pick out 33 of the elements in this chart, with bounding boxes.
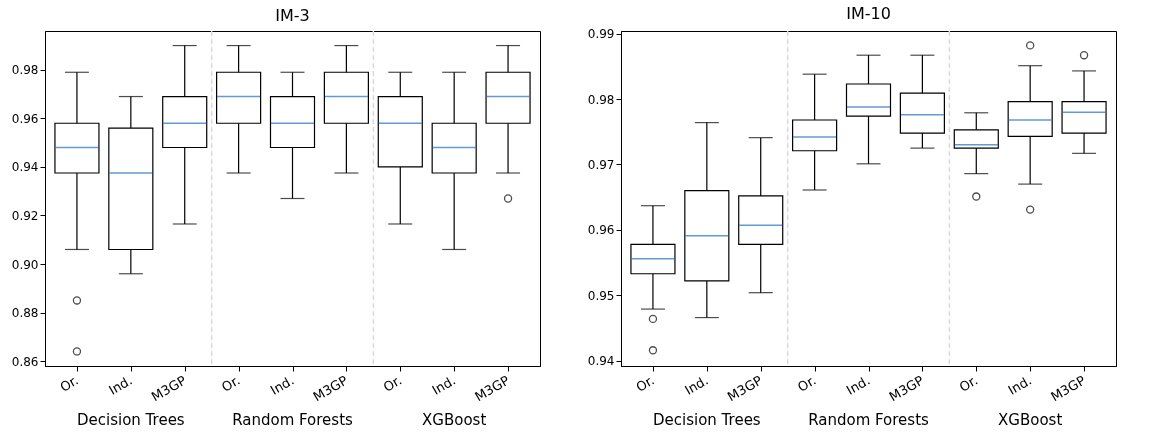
y-tick-label: 0.86 [11,354,39,369]
x-tick-label: Ind. [843,372,873,398]
x-tick-label: Or. [633,372,657,395]
y-tick-label: 0.92 [11,208,39,223]
y-tick-label: 0.96 [587,223,615,238]
text: XGBoost [422,411,487,429]
x-tick-label: Ind. [267,372,297,398]
y-tick-label: 0.94 [587,354,615,369]
x-tick-label: Or. [380,372,405,395]
y-tick-label: 0.98 [11,63,39,78]
x-tick-label: Ind. [682,372,711,398]
y-tick-label: 0.94 [11,160,39,175]
y-tick-label: 0.97 [587,157,615,172]
y-tick-label: 0.98 [587,92,615,107]
text: XGBoost [998,411,1063,429]
x-tick-label: Ind. [106,372,135,398]
y-tick-label: 0.90 [11,257,39,272]
text: Random Forests [232,411,354,429]
text: Random Forests [808,411,930,429]
y-tick-label: 0.96 [11,111,39,126]
x-tick-label: Ind. [1005,372,1035,398]
y-tick-label: 0.95 [587,288,615,303]
chart-title: IM-3 [275,6,310,26]
y-tick-label: 0.99 [587,27,615,42]
x-tick-label: Or. [956,372,981,395]
x-tick-label: Or. [795,372,819,395]
y-tick-label: 0.88 [11,306,39,321]
x-tick-label: Ind. [429,372,459,398]
chart-title: IM-10 [846,3,891,23]
text: Decision Trees [652,411,761,429]
x-tick-label: Or. [57,372,81,395]
text: Decision Trees [76,411,185,429]
x-tick-label: Or. [219,372,243,395]
